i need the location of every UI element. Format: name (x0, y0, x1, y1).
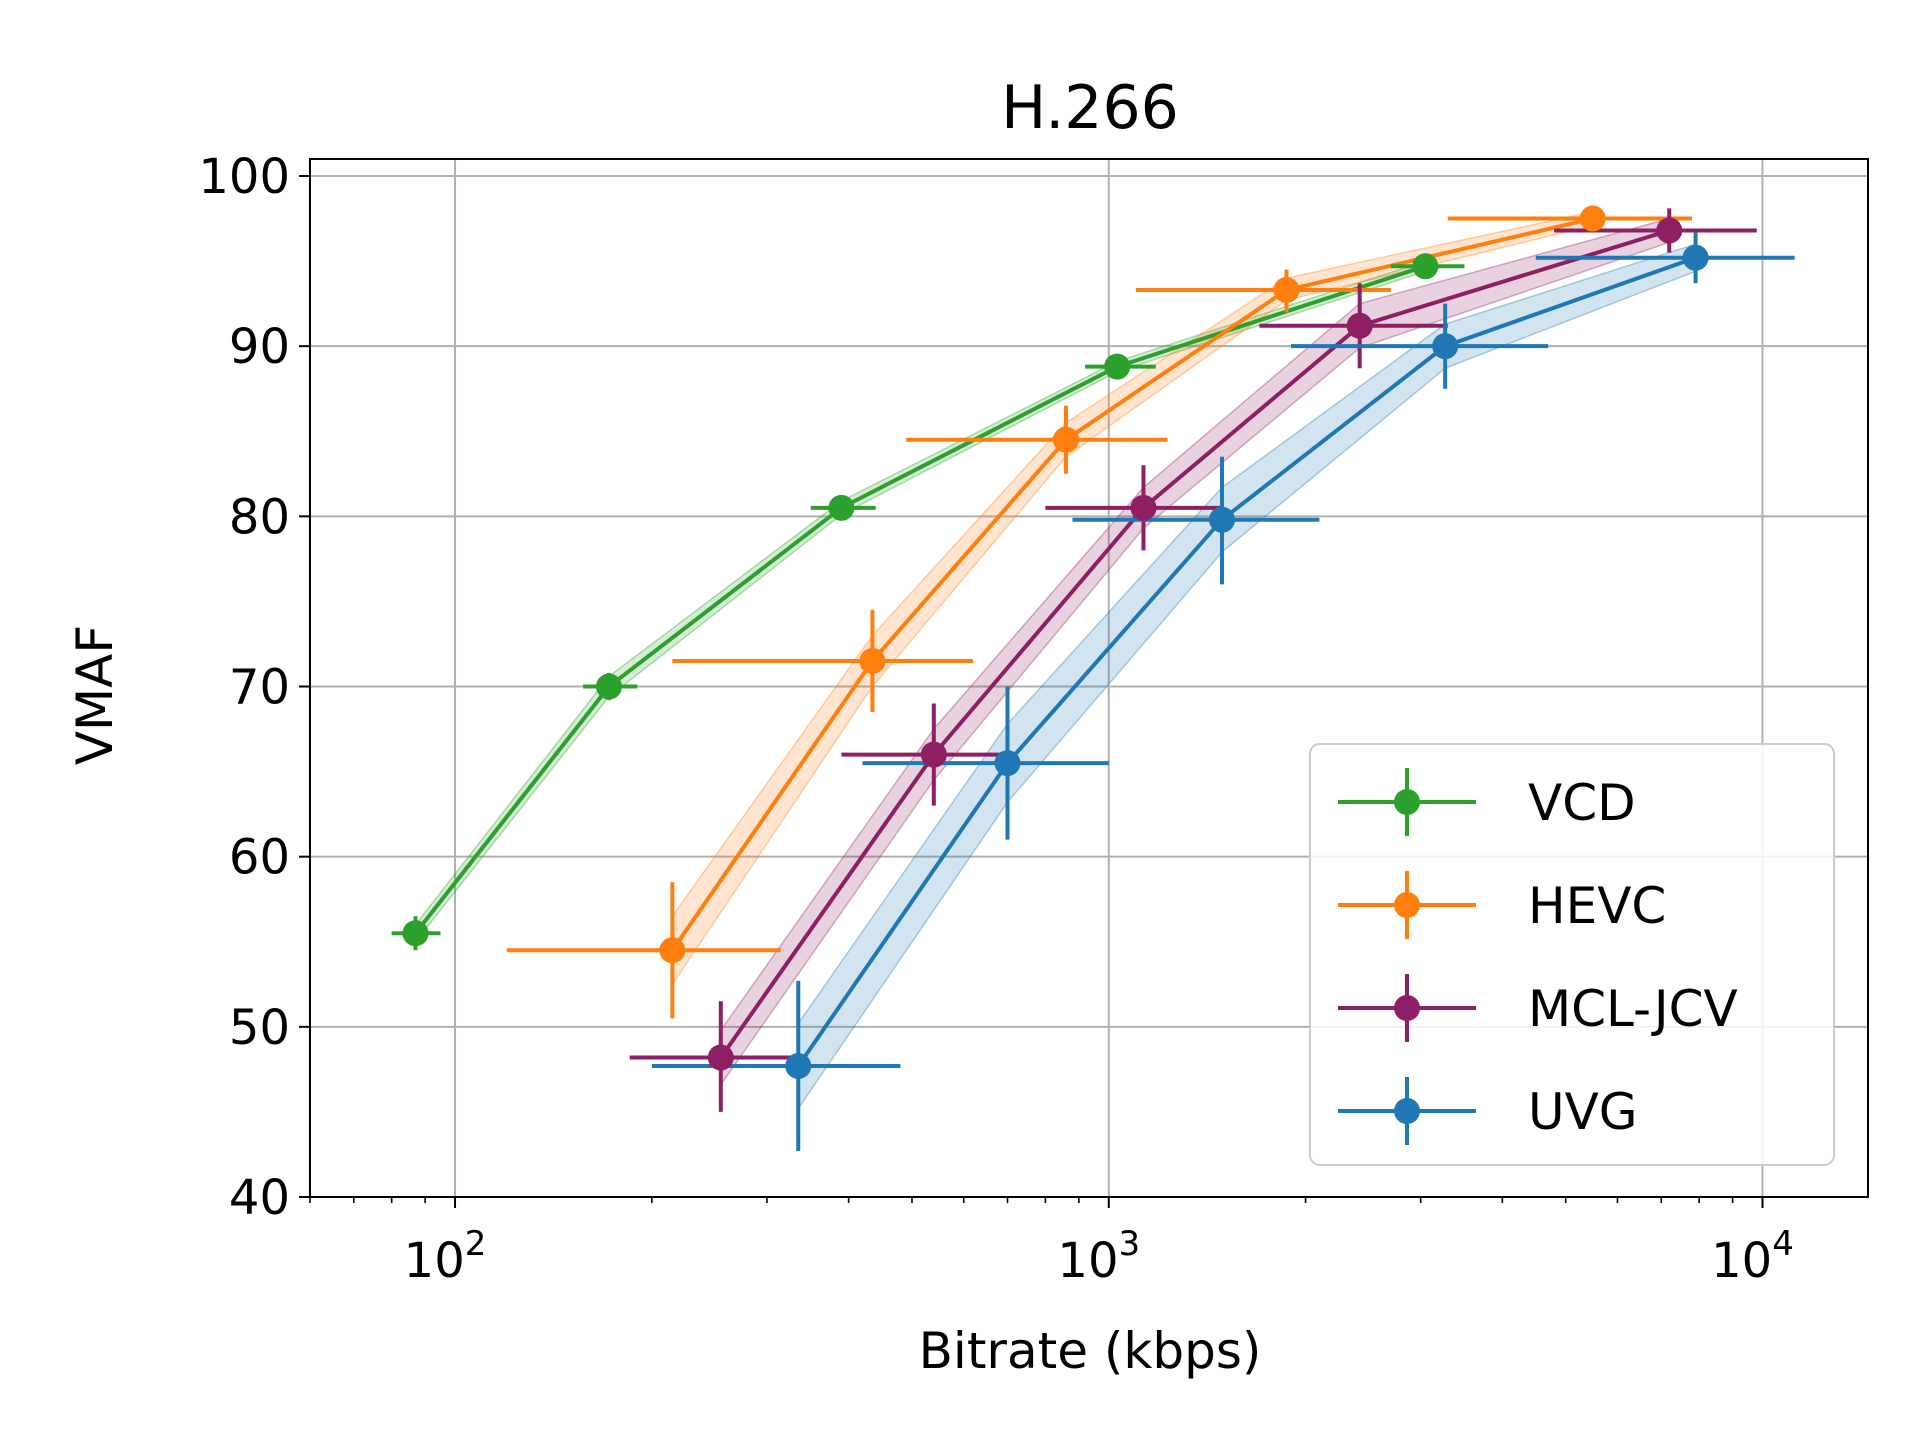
x-tick-label-base: 10 (404, 1233, 465, 1289)
point-uvg-3 (1432, 333, 1459, 360)
x-tick-label-exponent: 2 (465, 1224, 487, 1264)
y-tick-label-80: 80 (229, 489, 290, 545)
legend-label-vcd: VCD (1528, 774, 1636, 832)
point-vcd-2 (828, 494, 855, 521)
y-tick-label-70: 70 (229, 660, 290, 716)
legend-marker-hevc (1394, 892, 1420, 918)
point-mcl-jcv-0 (707, 1044, 734, 1071)
point-hevc-3 (1273, 277, 1300, 304)
point-mcl-jcv-3 (1346, 312, 1373, 339)
legend-label-uvg: UVG (1528, 1083, 1638, 1141)
legend-marker-uvg (1394, 1098, 1420, 1124)
x-tick-label-base: 10 (1711, 1233, 1772, 1289)
legend-label-hevc: HEVC (1528, 877, 1666, 935)
y-tick-label-60: 60 (229, 830, 290, 886)
markers (402, 205, 1709, 1079)
point-uvg-4 (1682, 244, 1709, 271)
y-tick-label-50: 50 (229, 1000, 290, 1056)
y-axis-label: VMAF (66, 625, 124, 765)
point-hevc-0 (659, 937, 686, 964)
point-mcl-jcv-4 (1656, 217, 1683, 244)
plot-frame (309, 158, 1869, 1198)
y-tick-label-100: 100 (198, 149, 290, 205)
chart-title: H.266 (1001, 73, 1179, 143)
point-hevc-1 (859, 647, 886, 674)
point-uvg-0 (785, 1052, 812, 1079)
point-hevc-2 (1052, 426, 1079, 453)
point-mcl-jcv-2 (1130, 494, 1157, 521)
point-mcl-jcv-1 (920, 741, 947, 768)
y-tick-label-90: 90 (229, 319, 290, 375)
point-hevc-4 (1579, 205, 1606, 232)
x-tick-label-100: 102 (404, 1224, 487, 1289)
legend-marker-mcl-jcv (1394, 995, 1420, 1021)
point-uvg-1 (994, 750, 1021, 777)
point-vcd-1 (596, 673, 623, 700)
y-tick-label-40: 40 (229, 1170, 290, 1226)
legend: VCD HEVC MCL-JCV UVG (1309, 743, 1835, 1166)
legend-label-mcl-jcv: MCL-JCV (1528, 980, 1738, 1038)
x-axis-label: Bitrate (kbps) (919, 1322, 1262, 1380)
x-tick-label-10000: 104 (1711, 1224, 1794, 1289)
x-tick-label-1000: 103 (1057, 1224, 1140, 1289)
point-vcd-3 (1104, 353, 1131, 380)
point-uvg-2 (1208, 506, 1235, 533)
x-tick-label-exponent: 3 (1118, 1224, 1140, 1264)
legend-box (1309, 743, 1835, 1166)
x-tick-label-base: 10 (1057, 1233, 1118, 1289)
legend-marker-vcd (1394, 789, 1420, 815)
x-tick-label-exponent: 4 (1772, 1224, 1794, 1264)
point-vcd-0 (402, 920, 429, 947)
point-vcd-4 (1412, 253, 1439, 280)
